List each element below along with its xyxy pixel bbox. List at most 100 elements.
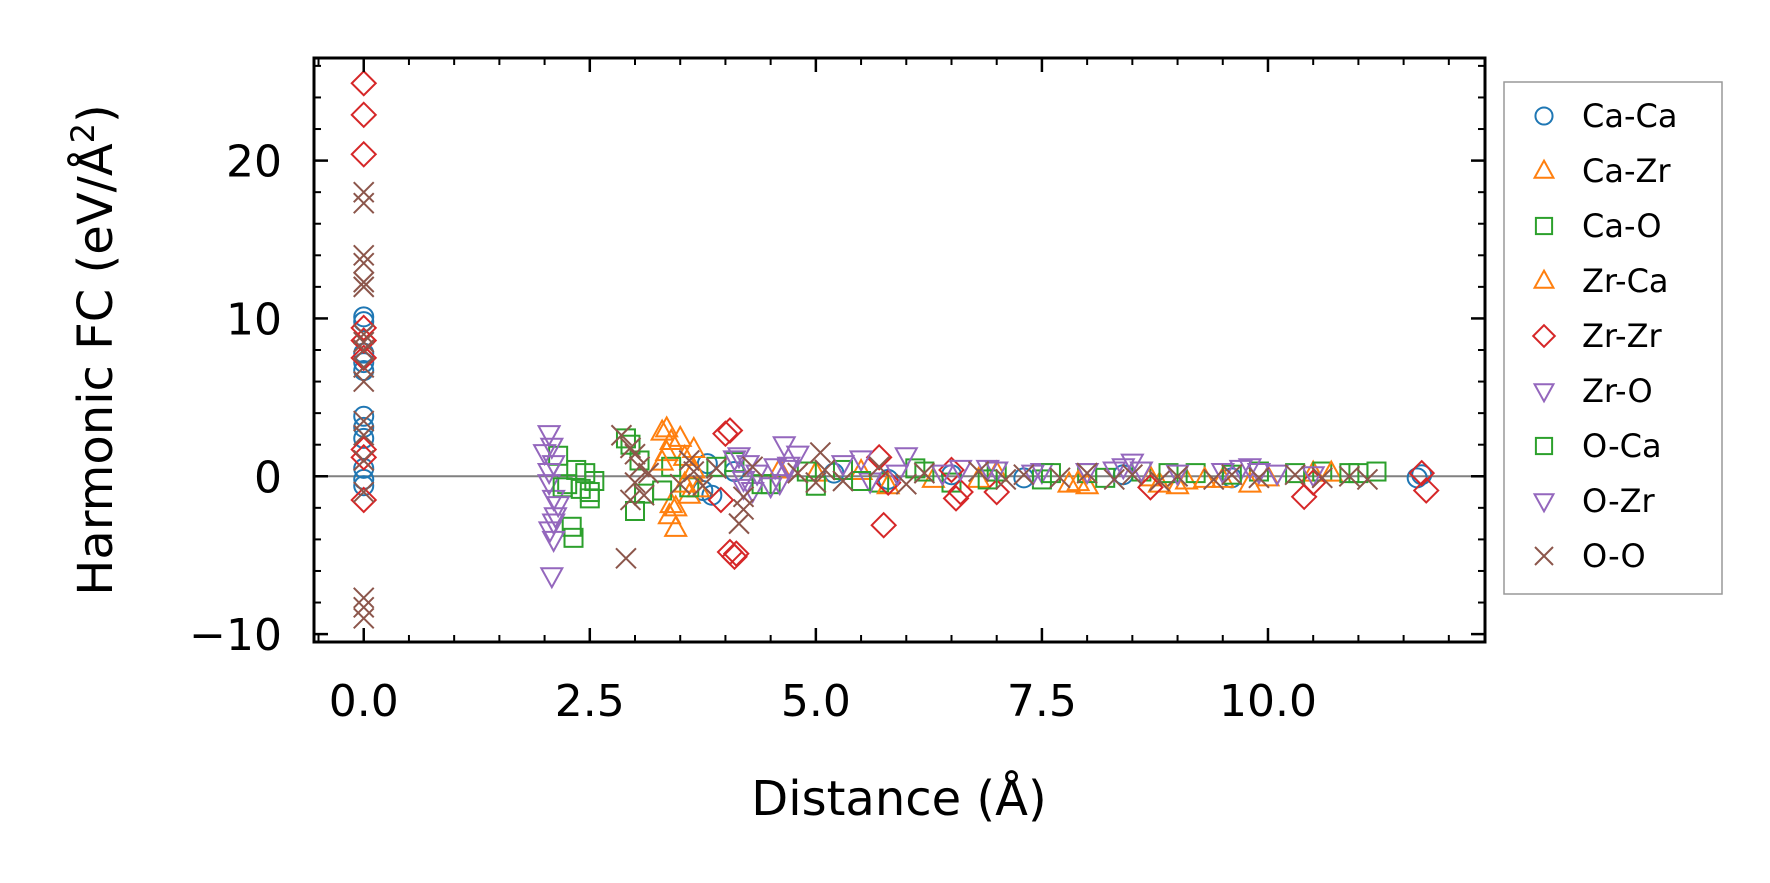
- data-point: [353, 271, 375, 293]
- data-point: [350, 140, 378, 168]
- legend-item-ca-ca: Ca-Ca: [1534, 97, 1677, 135]
- legend-marker: [1534, 436, 1554, 456]
- legend-item-ca-o: Ca-O: [1534, 207, 1662, 245]
- data-point: [1074, 463, 1100, 486]
- data-point: [353, 481, 375, 503]
- data-point: [1102, 461, 1127, 484]
- legend: Ca-Ca Ca-Zr Ca-O Zr-Ca Zr-Zr Zr-O O-Ca O-Zr O-O: [1503, 81, 1723, 595]
- data-point: [1040, 463, 1061, 484]
- x-tick-label: 2.5: [555, 676, 625, 727]
- data-point: [353, 607, 375, 630]
- data-point: [353, 475, 375, 497]
- data-point: [633, 484, 655, 506]
- data-point: [1248, 467, 1270, 489]
- x-tick-label: 5.0: [781, 676, 851, 727]
- data-point: [692, 475, 714, 497]
- data-point: [1148, 470, 1171, 492]
- data-point: [796, 461, 817, 482]
- data-point: [624, 443, 646, 465]
- data-point: [870, 511, 898, 539]
- data-point: [885, 464, 910, 487]
- data-point: [942, 484, 970, 512]
- y-tick-label: −10: [189, 610, 282, 661]
- data-point: [832, 459, 853, 480]
- plot-frame: [312, 56, 1487, 644]
- data-point: [683, 460, 705, 483]
- data-point: [1013, 467, 1035, 489]
- legend-marker: [1534, 106, 1554, 126]
- data-point: [561, 516, 582, 537]
- data-point: [637, 462, 660, 484]
- data-point: [995, 468, 1017, 491]
- data-point: [728, 512, 750, 535]
- data-point: [353, 306, 375, 328]
- data-point: [1210, 463, 1235, 486]
- legend-marker: [1534, 546, 1554, 566]
- data-point: [895, 473, 917, 495]
- tick-labels: 0.0 2.5 5.0 7.5 10.0 −10 0 10 20: [189, 137, 1317, 727]
- data-point: [914, 461, 935, 482]
- data-point: [1166, 465, 1189, 487]
- data-point: [678, 449, 700, 472]
- data-point: [874, 469, 902, 496]
- data-point: [832, 470, 854, 492]
- data-point: [350, 314, 378, 342]
- data-point: [1013, 463, 1035, 486]
- data-point: [353, 587, 375, 609]
- data-point: [353, 192, 375, 214]
- data-point: [868, 456, 890, 478]
- data-point: [628, 456, 651, 478]
- data-point: [814, 459, 836, 481]
- data-point: [1311, 467, 1333, 489]
- data-point: [353, 311, 375, 333]
- data-point: [762, 458, 788, 481]
- axis-ticks: [314, 58, 1485, 642]
- y-tick-label: 0: [254, 452, 282, 503]
- data-point: [975, 459, 1000, 482]
- data-point: [701, 484, 723, 506]
- data-point: [1065, 469, 1091, 492]
- legend-item-zr-ca: Zr-Ca: [1532, 262, 1669, 300]
- series-o-ca: [552, 450, 1360, 509]
- legend-label: Ca-Zr: [1582, 152, 1671, 190]
- legend-label: Ca-Ca: [1582, 97, 1677, 135]
- y-axis-label: Harmonic FC (eV/Å2): [64, 104, 124, 596]
- data-point: [1284, 463, 1306, 486]
- data-point: [705, 457, 728, 480]
- data-point: [1158, 463, 1179, 484]
- data-point: [566, 459, 587, 480]
- data-point: [1356, 468, 1379, 491]
- data-point: [767, 474, 792, 497]
- legend-item-ca-zr: Ca-Zr: [1532, 152, 1671, 190]
- data-point: [1203, 468, 1225, 491]
- data-point: [629, 450, 650, 471]
- data-point: [1264, 464, 1290, 487]
- x-tick-label: 7.5: [1007, 676, 1077, 727]
- data-point: [712, 420, 739, 448]
- data-point: [353, 449, 375, 472]
- data-point: [732, 498, 755, 521]
- data-point: [624, 471, 646, 494]
- legend-item-zr-zr: Zr-Zr: [1531, 317, 1663, 355]
- data-point: [1300, 466, 1326, 489]
- data-point: [1192, 465, 1217, 488]
- y-axis-label-text: Harmonic FC (eV/Å: [67, 143, 124, 596]
- data-point: [353, 323, 375, 345]
- data-point: [541, 513, 566, 536]
- data-point: [947, 478, 974, 506]
- legend-label: Zr-O: [1582, 372, 1653, 410]
- data-point: [1165, 472, 1190, 495]
- data-point: [1285, 463, 1306, 484]
- data-point: [539, 567, 565, 590]
- data-point: [894, 447, 919, 470]
- data-point: [350, 486, 378, 514]
- data-point: [785, 445, 810, 468]
- data-point: [610, 424, 633, 446]
- data-point: [741, 456, 764, 478]
- data-point: [350, 69, 378, 97]
- data-point: [649, 418, 675, 441]
- data-point: [619, 437, 642, 459]
- data-point: [353, 252, 375, 274]
- scatter-points: [350, 69, 1440, 630]
- data-point: [787, 462, 809, 484]
